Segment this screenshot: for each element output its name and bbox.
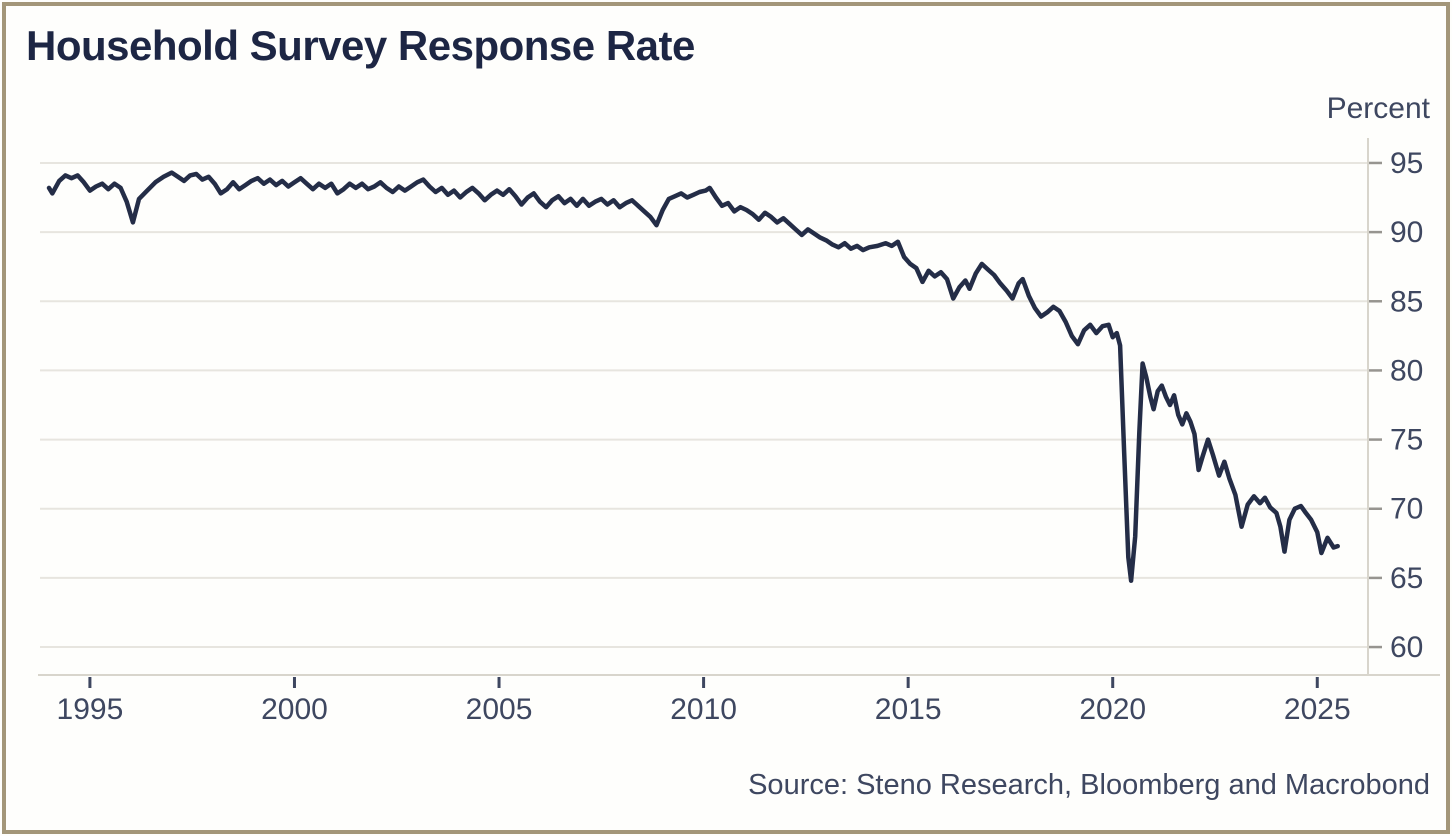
y-tick-label: 70 bbox=[1390, 493, 1423, 526]
y-tick-label: 75 bbox=[1390, 424, 1423, 457]
page-title: Household Survey Response Rate bbox=[26, 22, 695, 69]
x-tick-label: 1995 bbox=[57, 693, 124, 726]
response-rate-line bbox=[46, 170, 1340, 583]
y-tick-label: 95 bbox=[1390, 147, 1423, 180]
x-tick-label: 2005 bbox=[466, 693, 533, 726]
y-tick-label: 80 bbox=[1390, 354, 1423, 387]
y-tick-label: 60 bbox=[1390, 631, 1423, 664]
y-tick-label: 65 bbox=[1390, 562, 1423, 595]
x-tick-label: 2015 bbox=[875, 693, 942, 726]
y-tick-label: 85 bbox=[1390, 285, 1423, 318]
x-tick-label: 2020 bbox=[1079, 693, 1146, 726]
source-label: Source: Steno Research, Bloomberg and Ma… bbox=[748, 769, 1430, 801]
x-tick-label: 2025 bbox=[1284, 693, 1351, 726]
y-tick-label: 90 bbox=[1390, 216, 1423, 249]
x-tick-label: 2010 bbox=[670, 693, 737, 726]
x-tick-label: 2000 bbox=[261, 693, 328, 726]
y-axis-unit-label: Percent bbox=[1326, 92, 1430, 125]
